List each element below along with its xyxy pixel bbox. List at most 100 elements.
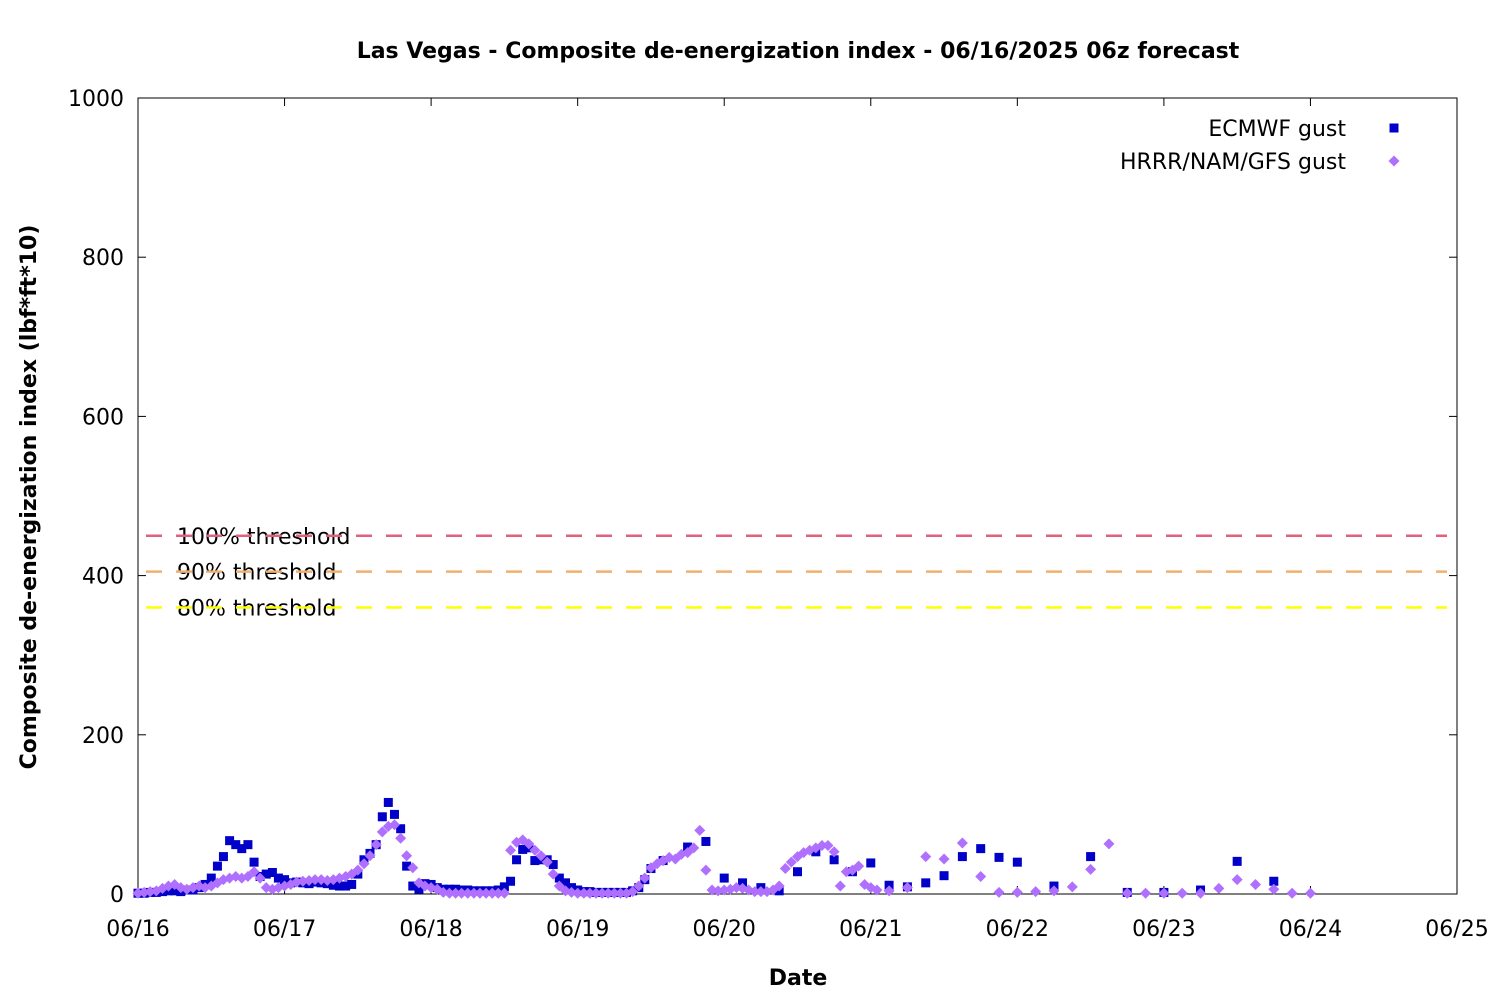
chart-title: Las Vegas - Composite de-energization in… [357,39,1240,64]
x-axis-label: Date [769,966,828,991]
data-point [1048,885,1060,897]
y-axis-label: Composite de-energization index (lbf*ft*… [17,225,42,770]
data-point [793,867,802,877]
data-point [779,863,791,875]
data-point [396,824,406,834]
data-point [1231,874,1243,886]
data-point [248,866,260,878]
data-point [376,826,388,838]
data-point [976,844,986,854]
data-point [548,860,558,870]
data-point [206,873,216,883]
data-point [578,887,590,899]
data-point [352,864,364,876]
plot-frame [137,97,1458,895]
y-tick-label: 1000 [68,87,124,112]
y-tick-label: 800 [82,246,124,271]
data-point [994,852,1004,862]
y-tick-label: 600 [82,405,124,430]
data-point [231,840,241,850]
legend-marker [1388,155,1400,167]
data-point [1195,887,1207,899]
data-point [462,887,474,899]
data-point [1213,882,1225,894]
data-point [468,887,480,899]
x-tick-label: 06/21 [839,917,902,942]
x-tick-label: 06/22 [986,917,1049,942]
data-point [273,873,283,883]
data-point [639,872,651,884]
data-point [738,878,748,888]
data-point [755,886,767,898]
data-point [341,881,351,891]
data-point [498,887,510,899]
data-point [1232,856,1242,866]
threshold-label: 80% threshold [177,596,337,621]
data-point [280,875,290,885]
data-point [816,839,828,851]
data-point [518,844,528,854]
axis-ticks: 0 200 400 600 800 1000 06/16 06/17 06/18 06/19 06/… [68,87,1489,942]
data-point [608,887,620,899]
data-point [243,840,253,850]
data-point [1249,878,1261,890]
data-point [590,887,602,899]
legend-label: ECMWF gust [1208,117,1346,142]
data-point [883,885,895,897]
data-point [512,855,522,865]
data-point [1011,886,1023,898]
data-point [938,853,950,865]
data-point [499,882,509,892]
data-point [1066,881,1078,893]
data-point [523,838,535,850]
data-point [535,850,547,862]
data-point [218,852,228,862]
legend-label: HRRR/NAM/GFS gust [1120,150,1346,175]
data-point [901,882,913,894]
data-point [1286,887,1298,899]
x-tick-label: 06/16 [106,917,169,942]
data-point [561,878,571,888]
threshold-label: 100% threshold [177,525,351,550]
data-point [939,871,949,881]
data-point [506,876,516,886]
data-point [829,855,839,865]
data-point [309,874,321,886]
data-point [407,862,419,874]
data-point [1086,852,1096,862]
data-point [474,887,486,899]
data-point [1140,887,1152,899]
data-point [834,880,846,892]
data-point [1176,887,1188,899]
data-point [1103,838,1115,850]
data-point [1085,863,1097,875]
data-point [347,879,357,889]
data-point [450,887,462,899]
data-point [267,868,277,878]
data-point [237,844,247,854]
data-point [993,886,1005,898]
data-point [572,887,584,899]
data-point [701,836,711,846]
data-point [443,887,455,899]
data-point [486,887,498,899]
data-point [785,856,797,868]
x-tick-label: 06/17 [253,917,316,942]
x-tick-label: 06/24 [1279,917,1342,942]
data-point [956,837,968,849]
data-point [584,887,596,899]
data-point [335,881,345,891]
data-point [853,860,865,872]
threshold-label: 90% threshold [177,561,337,586]
data-point [402,861,412,871]
x-tick-label: 06/18 [399,917,462,942]
x-tick-label: 06/25 [1425,917,1488,942]
data-point [408,881,418,891]
legend-marker [1389,123,1399,133]
data-point [383,797,393,807]
data-point [957,852,967,862]
y-tick-label: 0 [110,883,124,908]
data-point [395,832,407,844]
data-point [541,856,553,868]
